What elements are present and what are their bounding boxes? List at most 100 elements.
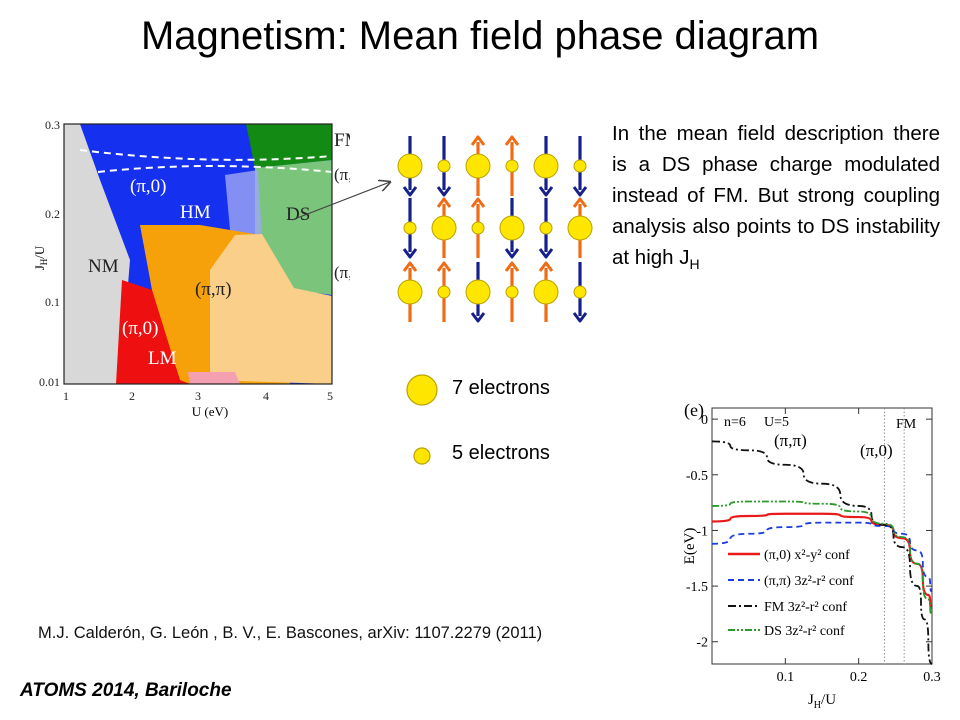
echart-legend-entry: (π,0) x²-y² conf bbox=[728, 548, 850, 563]
large-electron-dot bbox=[533, 153, 559, 179]
large-electron-dot bbox=[499, 215, 525, 241]
echart-ytick: -1.5 bbox=[686, 580, 708, 595]
echart-legend-label: DS 3z²-r² conf bbox=[764, 624, 845, 639]
spin-down-arrow bbox=[465, 262, 491, 323]
spin-down-arrow bbox=[538, 198, 554, 259]
large-electron-dot bbox=[533, 279, 559, 305]
small-dot bbox=[413, 447, 431, 465]
echart-annot-pipi: (π,π) bbox=[774, 431, 807, 450]
large-electron-dot bbox=[397, 153, 423, 179]
echart-ytick: -2 bbox=[696, 636, 708, 651]
large-electron-dot bbox=[465, 153, 491, 179]
electron-legend-dots bbox=[406, 374, 438, 465]
spin-up-arrow bbox=[567, 197, 593, 258]
small-electron-dot bbox=[437, 159, 451, 173]
large-electron-dot bbox=[397, 279, 423, 305]
region-lm-fill bbox=[116, 280, 190, 384]
spin-down-arrow bbox=[533, 136, 559, 197]
dashed-boundary-2 bbox=[97, 165, 332, 173]
large-electron-dot bbox=[567, 215, 593, 241]
spin-up-arrow bbox=[397, 261, 423, 322]
echart-ytick: -0.5 bbox=[686, 469, 708, 484]
label-pi0-right: (π,0) bbox=[334, 165, 350, 184]
spin-down-arrow bbox=[572, 262, 588, 323]
echart-legend-entry: (π,π) 3z²-r² conf bbox=[728, 574, 854, 589]
pd-xtick: 1 bbox=[63, 389, 69, 403]
spin-lattice bbox=[397, 135, 593, 323]
small-electron-dot bbox=[505, 285, 519, 299]
echart-legend-label: FM 3z²-r² conf bbox=[764, 600, 847, 615]
echart-legend-entry: FM 3z²-r² conf bbox=[728, 600, 847, 615]
label-hm: HM bbox=[180, 202, 211, 223]
echart-annot-u: U=5 bbox=[764, 415, 789, 430]
svg-text:JH/U: JH/U bbox=[32, 245, 49, 270]
small-electron-dot bbox=[573, 285, 587, 299]
label-fm: FM bbox=[334, 130, 350, 151]
pd-xtick: 4 bbox=[263, 389, 269, 403]
echart-ytick: -1 bbox=[696, 524, 708, 539]
spin-down-arrow bbox=[397, 136, 423, 197]
spin-up-arrow bbox=[465, 135, 491, 196]
pointer-arrow bbox=[291, 170, 400, 221]
small-electron-dot bbox=[539, 221, 553, 235]
echart-xtick: 0.1 bbox=[777, 670, 795, 685]
small-electron-dot bbox=[505, 159, 519, 173]
spin-up-arrow bbox=[470, 197, 486, 258]
echart-annot-fm: FM bbox=[896, 417, 917, 432]
label-nm: NM bbox=[88, 256, 119, 277]
region-mixed-fill bbox=[225, 170, 262, 238]
small-electron-dot bbox=[403, 221, 417, 235]
echart-legend-entry: DS 3z²-r² conf bbox=[728, 624, 845, 639]
spin-up-arrow bbox=[504, 135, 520, 196]
large-electron-dot bbox=[465, 279, 491, 305]
echart-series-line bbox=[711, 521, 933, 593]
region-pipi-light-fill bbox=[210, 234, 332, 384]
small-electron-dot bbox=[437, 285, 451, 299]
large-dot bbox=[406, 374, 438, 406]
footer-conference: ATOMS 2014, Bariloche bbox=[20, 680, 232, 701]
echart-series-line bbox=[711, 500, 933, 616]
label-pipi-right: (π,π) bbox=[334, 263, 350, 282]
region-nm-fill bbox=[64, 124, 130, 384]
spin-up-arrow bbox=[431, 197, 457, 258]
echart-annot-n: n=6 bbox=[724, 415, 746, 430]
pd-ytick: 0.1 bbox=[45, 295, 60, 309]
energy-chart: 0 -0.5 -1 -1.5 -2 0.1 0.2 0.3 (e) n=6 U=5 FM (π… bbox=[682, 400, 941, 711]
pd-xtick: 3 bbox=[195, 389, 201, 403]
large-electron-dot bbox=[431, 215, 457, 241]
echart-xtick: 0.3 bbox=[923, 670, 941, 685]
phase-diagram: 0.3 0.2 0.1 0.01 1 2 3 4 5 U (eV) JH/U N… bbox=[32, 118, 350, 419]
pd-ytick: 0.3 bbox=[45, 118, 60, 132]
spin-down-arrow bbox=[572, 136, 588, 197]
pd-ylabel: JH/U bbox=[32, 245, 49, 270]
spin-down-arrow bbox=[436, 136, 452, 197]
echart-legend-label: (π,π) 3z²-r² conf bbox=[764, 574, 854, 589]
spin-up-arrow bbox=[436, 261, 452, 322]
echart-ylabel: E(eV) bbox=[682, 528, 698, 565]
pd-xtick: 2 bbox=[129, 389, 135, 403]
echart-legend-label: (π,0) x²-y² conf bbox=[764, 548, 850, 563]
spin-up-arrow bbox=[533, 261, 559, 322]
label-pi0-low: (π,0) bbox=[122, 318, 159, 339]
echart-corner-label: (e) bbox=[684, 400, 704, 421]
description-text: In the mean field description there is a… bbox=[612, 122, 940, 273]
echart-xlabel: JH/U bbox=[808, 692, 836, 711]
dashed-boundary-1 bbox=[79, 149, 332, 161]
legend-large-label: 7 electrons bbox=[452, 377, 550, 399]
small-electron-dot bbox=[573, 159, 587, 173]
citation: M.J. Calderón, G. León , B. V., E. Basco… bbox=[38, 624, 543, 642]
label-pi0-top: (π,0) bbox=[130, 176, 167, 197]
spin-down-arrow bbox=[402, 198, 418, 259]
legend-small-label: 5 electrons bbox=[452, 442, 550, 464]
pd-xtick: 5 bbox=[327, 389, 333, 403]
label-pipi-center: (π,π) bbox=[195, 279, 232, 300]
spin-up-arrow bbox=[504, 261, 520, 322]
svg-text:E(eV): E(eV) bbox=[682, 528, 698, 565]
pd-ytick: 0.2 bbox=[45, 207, 60, 221]
pd-ytick: 0.01 bbox=[39, 375, 60, 389]
small-electron-dot bbox=[471, 221, 485, 235]
echart-xtick: 0.2 bbox=[850, 670, 868, 685]
pd-xlabel: U (eV) bbox=[192, 404, 228, 419]
echart-ytick: 0 bbox=[701, 413, 708, 428]
echart-annot-pi0: (π,0) bbox=[860, 441, 893, 460]
